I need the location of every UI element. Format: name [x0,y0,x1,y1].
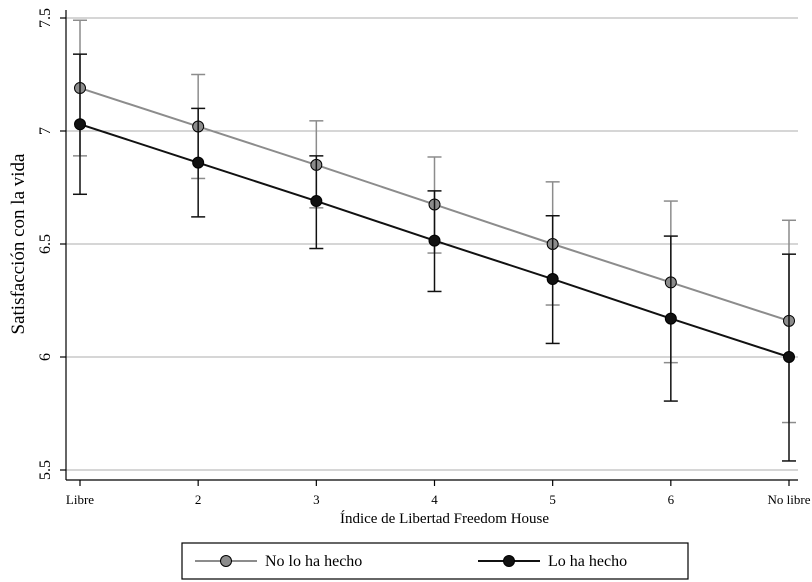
x-tick-label: Libre [66,492,94,507]
y-tick-label: 6.5 [37,234,54,254]
y-tick-label: 7 [37,127,54,135]
data-point [74,118,86,131]
legend-box [181,542,689,580]
x-axis-label: Índice de Libertad Freedom House [340,510,549,527]
x-ticks: Libre 2 3 4 5 6 No libre [66,480,811,507]
data-point [783,351,795,363]
data-point [192,156,205,169]
data-point [546,273,559,286]
legend-label: Lo ha hecho [548,553,627,570]
series-layer [73,19,796,462]
x-tick-label: No libre [768,492,811,507]
y-ticks: 5.5 6 6.5 7 7.5 [37,8,66,480]
axes [65,10,798,481]
y-tick-label: 6 [37,353,54,361]
y-tick-label: 7.5 [37,8,54,28]
data-point [310,195,323,208]
data-point [428,234,441,247]
legend: No lo ha hecho Lo ha hecho [181,542,689,580]
y-tick-label: 5.5 [37,460,54,480]
x-tick-label: 4 [431,492,438,507]
x-tick-label: 5 [549,492,556,507]
x-tick-label: 2 [195,492,202,507]
legend-marker [503,555,515,567]
series-2 [73,53,796,462]
data-point [664,312,677,325]
y-axis-label: Satisfacción con la vida [8,153,29,335]
legend-marker [220,555,232,567]
legend-label: No lo ha hecho [265,553,362,570]
x-tick-label: 6 [668,492,675,507]
x-tick-label: 3 [313,492,320,507]
